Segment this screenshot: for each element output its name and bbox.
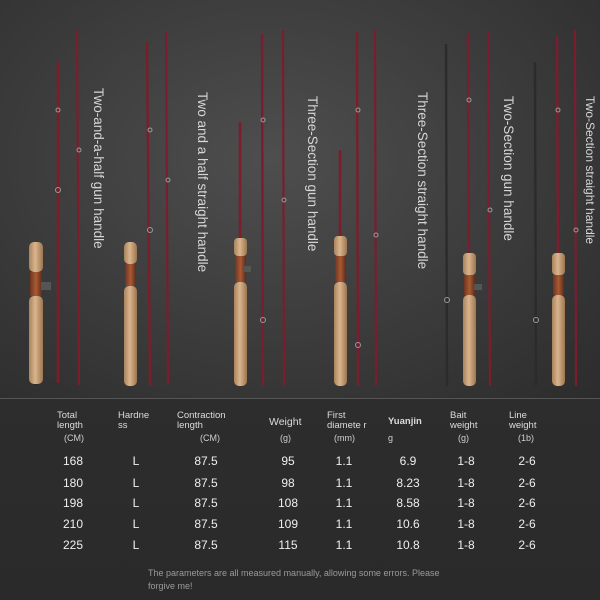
header-total-length: Total length (57, 410, 83, 431)
table-cell: 168 (62, 454, 84, 468)
table-cell: 2-6 (518, 496, 536, 510)
header-weight: Weight (269, 416, 302, 428)
table-cell: 1-8 (457, 476, 475, 490)
table-cell: 87.5 (194, 496, 218, 510)
rod-set-1 (29, 29, 81, 386)
table-cell: 198 (62, 496, 84, 510)
rod-set-4 (334, 29, 378, 387)
handle-label-5: Two-Section gun handle (501, 96, 516, 241)
table-cell: 87.5 (194, 538, 218, 552)
spec-table: Total length (CM) Hardne ss Contraction … (0, 399, 600, 600)
table-cell: 8.23 (396, 476, 420, 490)
handle-label-2: Two and a half straight handle (195, 92, 210, 273)
table-cell: L (132, 496, 140, 510)
table-cell: 108 (277, 496, 299, 510)
unit-yuanjin: g (388, 433, 394, 443)
handle-label-6: Two-Section straight handle (583, 96, 597, 245)
table-cell: 1.1 (335, 454, 353, 468)
rod-set-6 (533, 29, 578, 387)
handle-label-3: Three-Section gun handle (305, 96, 320, 252)
rod-set-3 (234, 29, 286, 387)
table-cell: 87.5 (194, 454, 218, 468)
table-cell: 225 (62, 538, 84, 552)
table-cell: 98 (281, 476, 295, 490)
header-first-diameter: First diamete r (327, 410, 367, 431)
table-cell: L (132, 538, 140, 552)
table-cell: 6.9 (399, 454, 417, 468)
table-cell: 115 (278, 538, 298, 552)
unit-weight: (g) (280, 433, 291, 443)
unit-line-weight: (1b) (518, 433, 535, 443)
table-cell: 10.8 (396, 538, 420, 552)
rod-photo: Two-and-a-half gun handle Two and a half… (0, 0, 600, 398)
table-cell: 2-6 (518, 517, 536, 531)
table-cell: 1-8 (457, 517, 475, 531)
header-line-weight: Line weight (509, 410, 537, 431)
disclaimer-note: The parameters are all measured manually… (148, 568, 440, 591)
table-cell: 1.1 (335, 517, 353, 531)
table-cell: 95 (281, 454, 295, 468)
rod-set-2 (124, 31, 170, 387)
table-cell: 2-6 (518, 476, 536, 490)
header-hardness: Hardne ss (118, 410, 150, 431)
rods-illustration (29, 29, 579, 387)
table-cell: 2-6 (518, 454, 536, 468)
table-cell: L (132, 517, 140, 531)
table-cell: 180 (62, 476, 84, 490)
table-cell: 87.5 (194, 517, 218, 531)
table-cell: L (132, 454, 140, 468)
rod-guides (55, 97, 579, 348)
handle-label-4: Three-Section straight handle (415, 92, 430, 270)
divider (0, 398, 600, 399)
table-cell: 210 (62, 517, 84, 531)
rod-set-5 (444, 31, 492, 387)
table-cell: 87.5 (194, 476, 218, 490)
table-cell: 109 (277, 517, 299, 531)
header-yuanjin: Yuanjin (388, 416, 422, 427)
unit-contraction-length: (CM) (200, 433, 220, 443)
unit-bait-weight: (g) (458, 433, 469, 443)
unit-first-diameter: (mm) (334, 433, 355, 443)
unit-total-length: (CM) (64, 433, 84, 443)
handle-label-1: Two-and-a-half gun handle (91, 88, 106, 249)
table-cell: 1.1 (335, 538, 353, 552)
table-cell: 1.1 (335, 476, 353, 490)
header-bait-weight: Bait weight (450, 410, 478, 431)
table-cell: 1-8 (457, 454, 475, 468)
table-cell: 2-6 (518, 538, 536, 552)
table-cell: 8.58 (396, 496, 420, 510)
table-cell: L (132, 476, 140, 490)
table-cell: 10.6 (396, 517, 420, 531)
table-cell: 1-8 (457, 496, 475, 510)
table-cell: 1-8 (457, 538, 475, 552)
header-contraction-length: Contraction length (177, 410, 226, 431)
table-cell: 1.1 (335, 496, 353, 510)
